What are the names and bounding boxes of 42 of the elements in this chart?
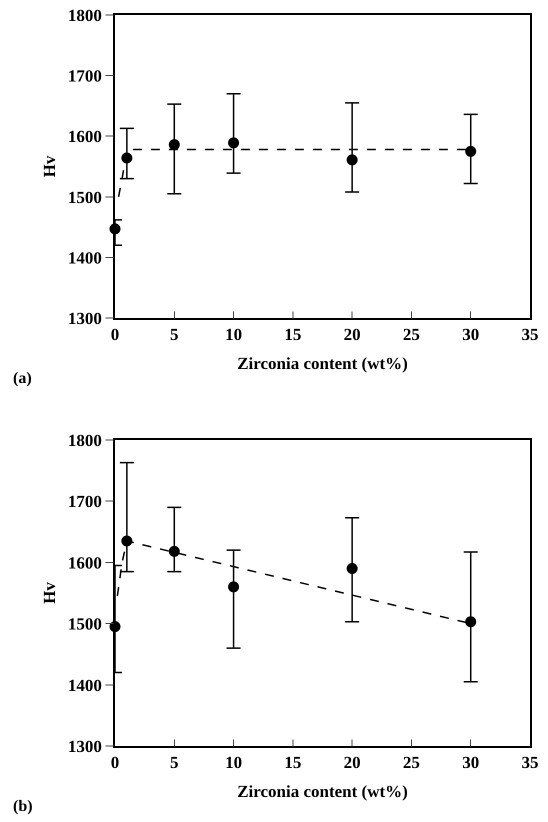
y-tick-label: 1800 <box>68 430 102 450</box>
point <box>465 146 476 157</box>
point <box>228 581 240 592</box>
y-tick-label: 1400 <box>68 676 102 695</box>
x-tick-label: 15 <box>284 325 302 344</box>
x-tick-label: 25 <box>402 325 420 344</box>
point <box>346 154 358 166</box>
y-tick-label: 1800 <box>68 6 102 25</box>
x-tick-label: 20 <box>344 325 361 344</box>
y-tick-label: 1300 <box>68 308 102 328</box>
y-axis-title: Hv <box>40 582 59 604</box>
x-tick-label: 30 <box>462 325 480 344</box>
x-axis-title: Zirconia content (wt%) <box>237 354 408 374</box>
x-tick-label: 5 <box>170 325 179 344</box>
y-tick-label: 1500 <box>68 614 102 634</box>
y-tick-label: 1600 <box>68 127 102 146</box>
y-tick-label: 1600 <box>68 553 102 572</box>
x-tick-label: 0 <box>110 325 120 344</box>
y-tick-label: 1500 <box>68 188 102 207</box>
y-tick-label: 1700 <box>68 492 102 512</box>
x-tick-label: 35 <box>522 325 538 344</box>
x-tick-label: 10 <box>225 753 242 772</box>
point <box>346 563 358 574</box>
text: (b) <box>13 798 33 815</box>
x-tick-label: 30 <box>462 753 480 772</box>
x-axis-title: Zirconia content (wt%) <box>237 782 408 802</box>
x-tick-label: 25 <box>402 753 420 772</box>
x-tick-label: 0 <box>110 753 120 772</box>
x-tick-label: 10 <box>225 325 242 344</box>
point <box>168 139 180 150</box>
y-tick-label: 1400 <box>68 248 102 268</box>
y-tick-label: 1300 <box>68 736 102 756</box>
x-tick-label: 35 <box>522 753 538 772</box>
x-tick-label: 5 <box>170 753 179 772</box>
y-tick-label: 1700 <box>68 66 102 86</box>
point <box>465 616 476 628</box>
x-tick-label: 15 <box>284 753 302 772</box>
point <box>228 137 240 148</box>
point <box>168 546 180 557</box>
text: (a) <box>13 370 32 387</box>
x-tick-label: 20 <box>344 753 361 772</box>
y-axis-title: Hv <box>40 155 59 178</box>
